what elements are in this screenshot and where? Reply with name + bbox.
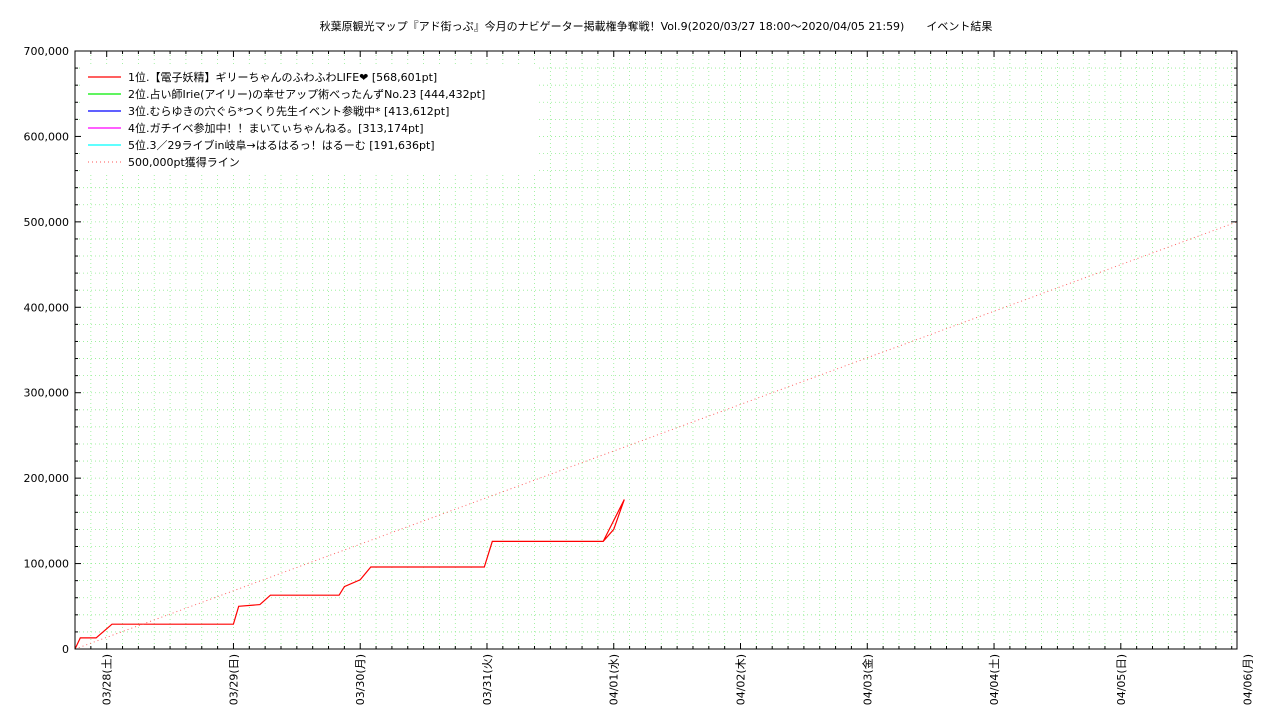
chart-title: 秋葉原観光マップ『アド街っぷ』今月のナビゲーター掲載権争奪戦！Vol.9(202… [320,19,993,33]
y-tick-label: 100,000 [24,558,70,571]
y-tick-label: 400,000 [24,301,70,314]
x-tick-label: 03/28(土) [101,654,114,705]
x-tick-label: 04/06(月) [1242,654,1255,705]
legend-label: 3位.むらゆきの穴ぐら*つくり先生イベント参戦中* [413,612pt] [128,104,449,118]
legend-label: 1位.【電子妖精】ギリーちゃんのふわふわLIFE❤ [568,601pt] [128,70,437,84]
series-layer [74,221,1238,650]
y-tick-label: 200,000 [24,472,70,485]
grid-layer [75,51,1237,649]
x-tick-label: 03/31(火) [481,654,494,705]
y-tick-label: 0 [62,643,69,656]
legend-box [82,66,537,172]
legend-label: 2位.占い師Irie(アイリー)の幸せアップ術べったんずNo.23 [444,4… [128,87,485,101]
x-tick-label: 04/02(木) [735,654,748,705]
series-line-1 [74,499,625,650]
x-tick-label: 03/30(月) [354,654,367,705]
legend-label: 5位.3／29ライブin岐阜→はるはるっ！はるーむ [191,636pt] [128,138,435,152]
x-tick-label: 04/03(金) [860,654,874,705]
y-tick-label: 700,000 [24,45,70,58]
x-tick-label: 04/01(水) [608,654,621,705]
legend-label: 4位.ガチイベ参加中！！まいてぃちゃんねる。[313,174pt] [128,121,424,135]
x-tick-label: 04/05(日) [1115,654,1128,705]
plot-frame [74,50,1238,650]
y-tick-label: 500,000 [24,216,70,229]
y-tick-label: 600,000 [24,130,70,143]
x-tick-label: 03/29(日) [227,654,240,705]
axis-layer: 0 100,000 200,000 300,000 400,000 500,000 600,… [24,45,1255,705]
x-tick-label: 04/04(土) [988,654,1001,705]
y-tick-label: 300,000 [24,387,70,400]
legend-label: 500,000pt獲得ライン [128,156,240,169]
legend: 1位.【電子妖精】ギリーちゃんのふわふわLIFE❤ [568,601pt] 2位.… [82,66,537,172]
